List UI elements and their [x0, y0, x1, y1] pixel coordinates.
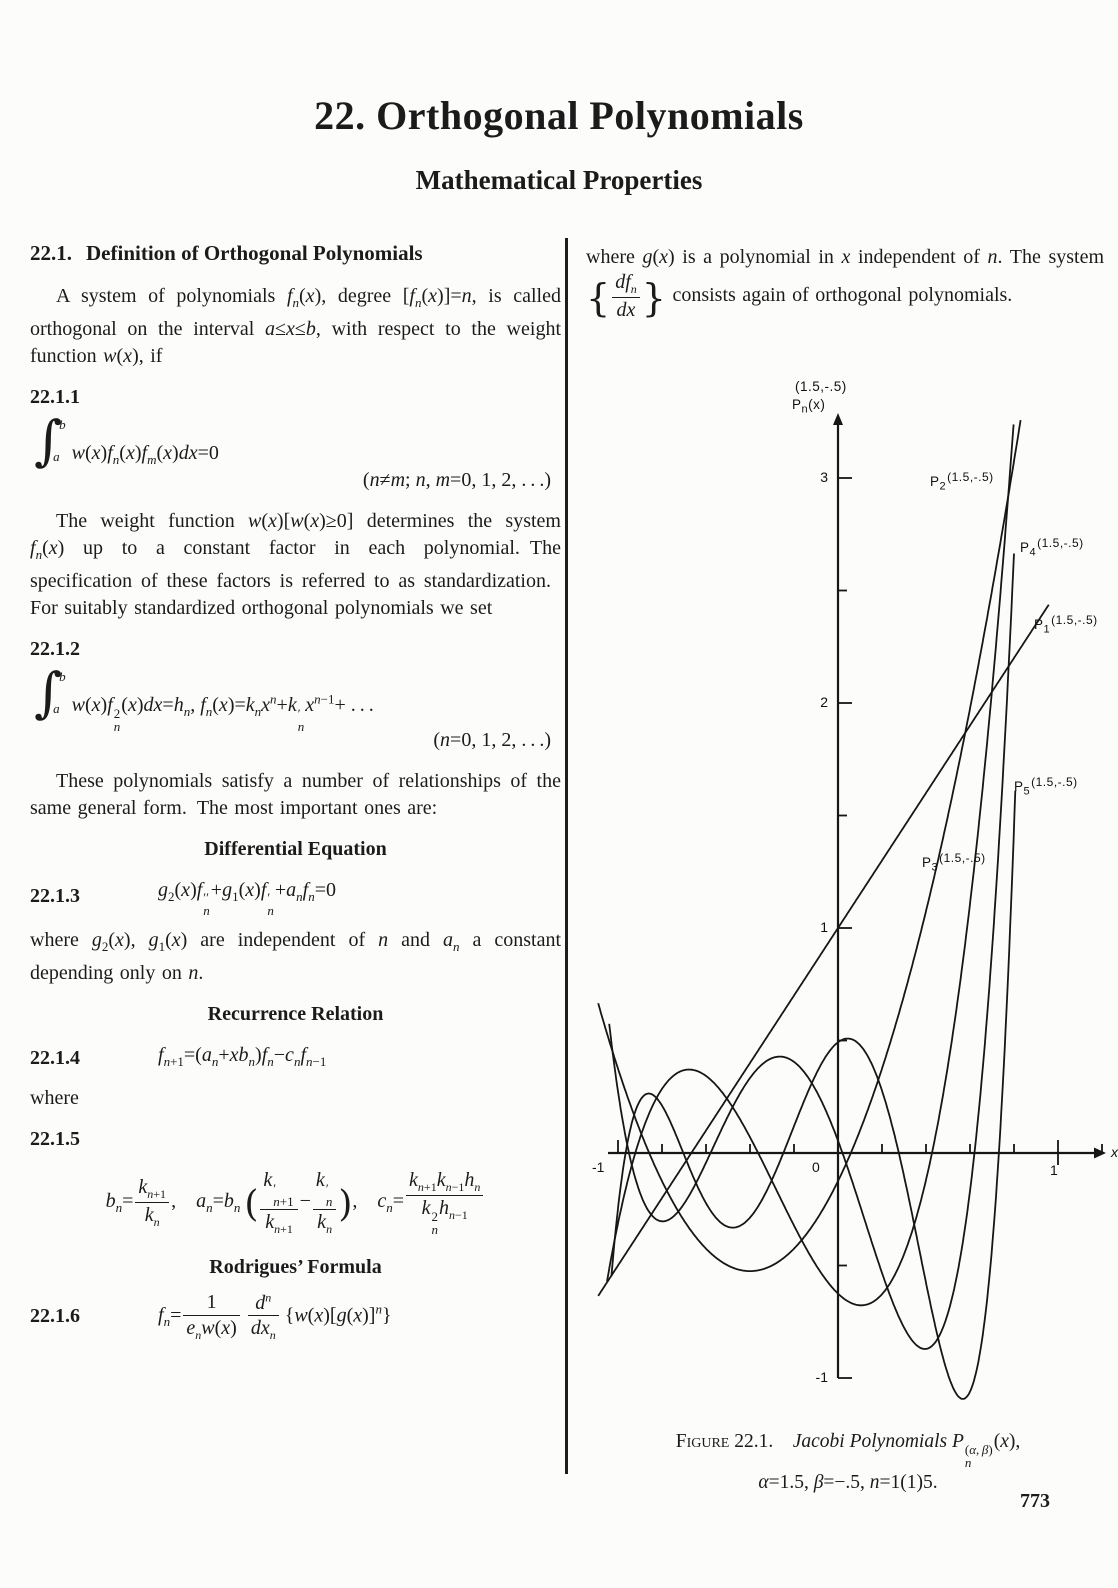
equation-22-1-5-number: 22.1.5	[30, 1128, 80, 1150]
figure-plot-svg	[597, 413, 1106, 1400]
paragraph-intro: A system of polynomials fn(x), degree [f…	[30, 285, 561, 367]
y-tick-label: 3	[820, 469, 828, 485]
right-column: where g(x) is a polynomial in x independ…	[586, 244, 1104, 322]
paragraph-where-g2: where g2(x), g1(x) are independent of n …	[30, 929, 561, 984]
y-axis-arrowhead	[833, 413, 843, 425]
page-number: 773	[1020, 1490, 1050, 1512]
equation-22-1-4-body: fn+1=(an+xbn)fn−cnfn−1	[158, 1044, 327, 1069]
equation-22-1-3-number: 22.1.3	[30, 885, 80, 908]
section-number: 22.1.	[30, 241, 72, 265]
curve-label-P1: P1(1.5,-.5)	[1034, 613, 1098, 636]
curve-P4	[608, 553, 1015, 1350]
heading-recurrence-relation: Recurrence Relation	[207, 1003, 384, 1025]
equation-22-1-5-body: bn= kn+1 kn, an=bn (k ′ n+1 kn+1− k ′ n kn), cn= k…	[30, 1169, 561, 1236]
x-tick-label: 0	[812, 1159, 820, 1175]
curve-P3	[606, 424, 1015, 1307]
left-column: 22.1. Definition of Orthogonal Polynomial…	[30, 240, 561, 1352]
section-heading: 22.1. Definition of Orthogonal Polynomial…	[30, 240, 561, 267]
equation-22-1-1-condition: (n≠m; n, m=0, 1, 2, . . .)	[362, 469, 551, 491]
figure-caption-line1: Figure 22.1. Jacobi Polynomials P (α, β) n…	[675, 1431, 1021, 1470]
paragraph-weight-function: The weight function w(x)[w(x)≥0] determi…	[30, 510, 561, 619]
x-axis-end-label: x	[1111, 1144, 1118, 1160]
curve-label-P5: P5(1.5,-.5)	[1014, 775, 1078, 798]
curve-label-P3: P3(1.5,-.5)	[922, 851, 986, 874]
equation-22-1-4: 22.1.4 fn+1=(an+xbn)fn−cnfn−1	[30, 1042, 561, 1075]
curve-P5	[610, 790, 1017, 1400]
equation-22-1-4-number: 22.1.4	[30, 1047, 80, 1069]
figure-yaxis-fn-label: Pn(x)	[792, 397, 826, 416]
equation-22-1-3: 22.1.3 g2(x)f ′′ n +g1(x)f ′ n +anfn=0	[30, 877, 561, 918]
equation-22-1-2-body: ∫ b a w(x)f 2 n (x)dx=hn, fn(x)=knxn+k ′ n xn−1+ …	[34, 661, 374, 734]
equation-22-1-6-number: 22.1.6	[30, 1305, 80, 1328]
equation-22-1-6: 22.1.6 fn= 1 enw(x) dn dxn {w(x)[g(x)]n}	[30, 1289, 561, 1342]
equation-22-1-1-body: ∫ b a w(x)fn(x)fm(x)dx=0	[34, 409, 219, 472]
x-tick-label: 1	[1050, 1162, 1058, 1178]
y-tick-label: 2	[820, 694, 828, 710]
equation-22-1-2-condition: (n=0, 1, 2, . . .)	[433, 728, 551, 751]
x-axis-arrowhead	[1094, 1147, 1106, 1159]
x-tick-label: -1	[592, 1159, 605, 1175]
figure-param-label: (1.5,-.5)	[795, 379, 847, 394]
equation-22-1-2-number: 22.1.2	[30, 638, 80, 660]
curve-P2	[597, 419, 1022, 1272]
curve-label-P2: P2(1.5,-.5)	[930, 470, 994, 493]
page-subtitle: Mathematical Properties	[415, 165, 703, 195]
page-title: 22. Orthogonal Polynomials	[314, 93, 804, 138]
curve-P1	[597, 604, 1050, 1297]
equation-22-1-1-number: 22.1.1	[30, 386, 80, 408]
paragraph-relationships: These polynomials satisfy a number of re…	[30, 769, 561, 819]
curve-label-P4: P4(1.5,-.5)	[1020, 536, 1084, 559]
where-word: where	[30, 1087, 79, 1109]
equation-22-1-3-body: g2(x)f ′′ n +g1(x)f ′ n +anfn=0	[158, 878, 336, 918]
y-tick-label: -1	[815, 1369, 828, 1385]
figure-caption: Figure 22.1. Jacobi Polynomials P (α, β) n…	[590, 1428, 1106, 1497]
equation-22-1-6-body: fn= 1 enw(x) dn dxn {w(x)[g(x)]n}	[158, 1289, 392, 1342]
section-title: Definition of Orthogonal Polynomials	[86, 241, 423, 265]
heading-rodrigues-formula: Rodrigues’ Formula	[209, 1255, 382, 1278]
figure-caption-line2: α=1.5, β=−.5, n=1(1)5.	[758, 1471, 938, 1493]
column-divider	[565, 238, 568, 1474]
paragraph-where-gx: where g(x) is a polynomial in x independ…	[586, 246, 1105, 322]
y-tick-label: 1	[820, 919, 828, 935]
heading-differential-equation: Differential Equation	[204, 837, 387, 860]
